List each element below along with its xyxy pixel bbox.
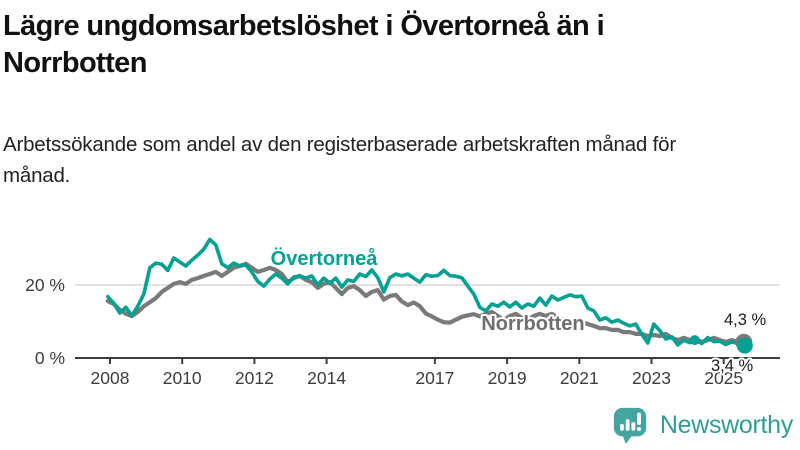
unemployment-line-chart: 0 % 20 % 2008 2010 2012 2014 2017 2019 2021 2023 2… (25, 237, 780, 388)
chart-subtitle: Arbetssökande som andel av den registerb… (3, 133, 676, 187)
end-value-label-norrbotten: 4,3 % (724, 311, 767, 329)
end-point-dots (689, 333, 753, 354)
x-tick-label: 2025 (704, 368, 743, 388)
y-tick-label: 0 % (35, 348, 65, 368)
speech-bubble-tail (622, 434, 633, 444)
bar-1 (619, 424, 624, 431)
exclamation-bar (636, 412, 641, 425)
series-lines (105, 237, 746, 348)
end-value-label-overtornea: 3,4 % (711, 357, 754, 375)
newsworthy-wordmark: Newsworthy (659, 410, 793, 439)
exclamation-dot (636, 426, 641, 431)
series-line-norrbotten (105, 261, 746, 345)
bar-2 (625, 419, 630, 431)
newsworthy-logo: Newsworthy (611, 403, 793, 447)
x-tick-label: 2008 (91, 368, 130, 388)
series-line-overtornea (106, 237, 746, 348)
bar-3 (631, 422, 636, 431)
labels: 0 % 20 % 2008 2010 2012 2014 2017 2019 2021 2023 2… (25, 245, 768, 388)
x-tick-label: 2019 (488, 368, 527, 388)
x-tick-label: 2010 (163, 368, 202, 388)
x-tick-label: 2023 (632, 368, 671, 388)
x-tick-label: 2012 (235, 368, 274, 388)
speech-bubble-shape (613, 407, 646, 437)
previous-value-dot (689, 335, 700, 346)
bar-chart-speech-bubble-icon (613, 407, 646, 444)
x-tick-label: 2014 (307, 368, 346, 388)
y-tick-label: 20 % (25, 275, 65, 295)
x-tick-label: 2017 (415, 368, 454, 388)
series-label-norrbotten: Norrbotten (481, 313, 584, 335)
page-title: Lägre ungdomsarbetslöshet i Övertorneå ä… (3, 10, 605, 80)
x-tick-label: 2021 (560, 368, 599, 388)
series-label-overtornea: Övertorneå (271, 247, 379, 270)
x-axis (75, 357, 780, 364)
overtornea-end-dot (736, 337, 753, 354)
